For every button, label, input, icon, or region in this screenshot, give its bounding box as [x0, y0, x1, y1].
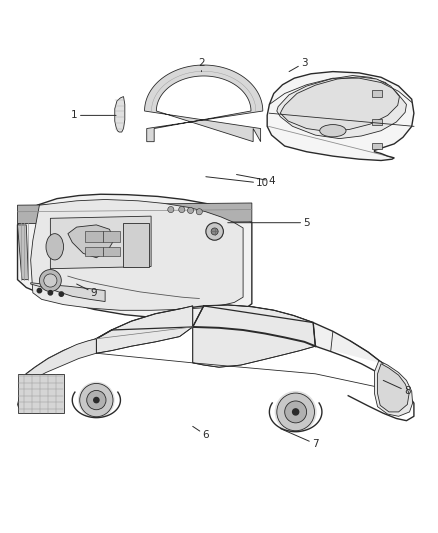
Polygon shape: [18, 374, 64, 413]
Polygon shape: [50, 216, 151, 269]
Text: 2: 2: [198, 58, 205, 71]
Circle shape: [48, 290, 53, 295]
Polygon shape: [115, 96, 125, 132]
Text: 6: 6: [193, 426, 209, 440]
Bar: [85, 231, 103, 243]
Circle shape: [275, 391, 317, 433]
Bar: [372, 143, 382, 149]
Circle shape: [87, 391, 106, 410]
Polygon shape: [277, 76, 406, 139]
Bar: [372, 91, 382, 96]
Text: 7: 7: [280, 429, 319, 449]
Circle shape: [80, 383, 113, 417]
Circle shape: [94, 398, 99, 403]
Bar: [85, 247, 103, 255]
Circle shape: [285, 401, 307, 423]
Text: 9: 9: [77, 284, 98, 298]
Polygon shape: [26, 305, 383, 374]
Polygon shape: [96, 306, 193, 353]
Circle shape: [179, 206, 185, 213]
Circle shape: [187, 207, 194, 214]
Text: 1: 1: [71, 110, 116, 120]
Text: 5: 5: [228, 217, 310, 228]
Ellipse shape: [320, 125, 346, 137]
Text: 3: 3: [289, 58, 308, 71]
Circle shape: [196, 209, 202, 215]
Polygon shape: [374, 361, 413, 416]
Circle shape: [168, 206, 174, 213]
Polygon shape: [18, 203, 252, 223]
Polygon shape: [267, 71, 414, 160]
Polygon shape: [123, 223, 149, 266]
Ellipse shape: [46, 233, 64, 260]
Text: 10: 10: [206, 177, 269, 188]
Polygon shape: [68, 225, 114, 258]
Text: 8: 8: [383, 381, 411, 397]
Polygon shape: [145, 65, 263, 142]
Polygon shape: [378, 364, 409, 412]
Polygon shape: [31, 282, 105, 302]
Bar: [103, 247, 120, 255]
Circle shape: [293, 409, 299, 415]
Circle shape: [78, 382, 115, 418]
Text: 4: 4: [237, 174, 275, 186]
Polygon shape: [193, 305, 315, 367]
Polygon shape: [18, 339, 96, 411]
Bar: [103, 231, 120, 243]
Circle shape: [206, 223, 223, 240]
Polygon shape: [18, 225, 28, 280]
Polygon shape: [31, 199, 243, 310]
Circle shape: [44, 274, 57, 287]
Polygon shape: [280, 77, 399, 132]
Circle shape: [277, 393, 314, 431]
Circle shape: [211, 228, 218, 235]
Circle shape: [59, 292, 64, 296]
Polygon shape: [18, 194, 252, 318]
Bar: [372, 119, 382, 125]
Circle shape: [37, 288, 42, 293]
Circle shape: [39, 270, 61, 292]
